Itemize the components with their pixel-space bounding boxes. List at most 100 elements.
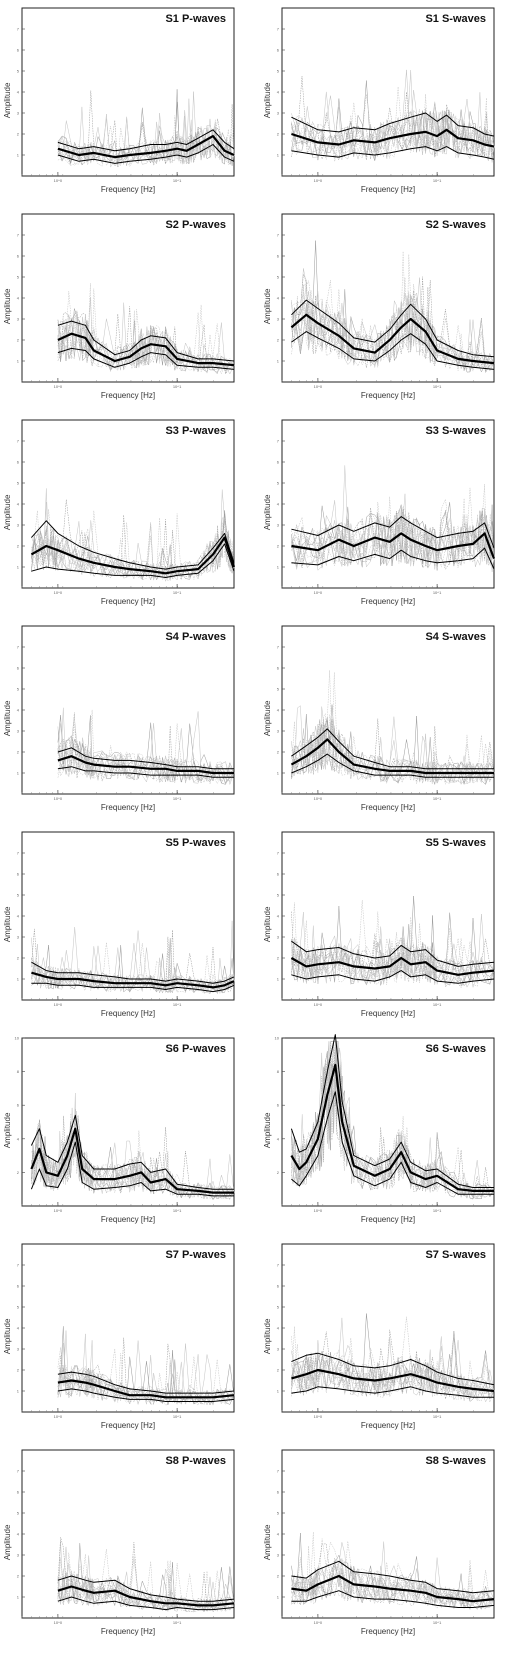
x-axis-label: Frequency [Hz] xyxy=(101,1421,155,1430)
x-tick-label: 10^0 xyxy=(314,1620,323,1625)
y-tick-label: 2 xyxy=(17,956,20,961)
y-tick-label: 4 xyxy=(17,1532,20,1537)
x-axis-label: Frequency [Hz] xyxy=(101,597,155,606)
x-tick-label: 10^1 xyxy=(433,1002,442,1007)
trace-line xyxy=(57,707,235,784)
series-line-mean xyxy=(30,1127,234,1194)
y-tick-label: 3 xyxy=(277,111,280,116)
series-line-upper xyxy=(31,520,235,570)
x-tick-label: 10^1 xyxy=(173,796,182,801)
y-tick-label: 4 xyxy=(277,296,280,301)
y-tick-label: 2 xyxy=(17,1574,20,1579)
trace-line xyxy=(57,1343,235,1405)
trace-line xyxy=(57,1568,235,1613)
y-tick-label: 7 xyxy=(277,27,280,32)
series-line-mean xyxy=(290,956,495,976)
x-tick-label: 10^0 xyxy=(314,1414,323,1419)
y-tick-label: 4 xyxy=(17,1136,20,1141)
chart-svg: 1 2 3 4 5 6 7 10^0 10^1 S1 P-waves Frequency [Hz] A… xyxy=(3,7,235,194)
trace-line xyxy=(291,287,495,371)
chart-title: S2 S-waves xyxy=(425,219,486,231)
x-axis-label: Frequency [Hz] xyxy=(361,803,415,812)
trace-line xyxy=(57,736,235,782)
y-tick-label: 6 xyxy=(277,1284,280,1289)
y-tick-label: 4 xyxy=(17,296,20,301)
chart-title: S3 P-waves xyxy=(165,425,226,437)
plot-frame xyxy=(21,1243,235,1413)
chart-svg: 1 2 3 4 5 6 7 10^0 10^1 S4 S-waves Frequency [Hz] A… xyxy=(263,625,495,812)
trace-line xyxy=(291,900,495,986)
series-line-mean xyxy=(291,1574,495,1603)
series-line-upper xyxy=(291,299,495,358)
series-line-upper xyxy=(57,129,235,152)
series-line-lower xyxy=(291,970,495,984)
x-axis-label: Frequency [Hz] xyxy=(361,597,415,606)
series-line-lower xyxy=(291,331,495,370)
trace-line xyxy=(291,507,495,570)
y-tick-label: 2 xyxy=(277,1368,280,1373)
y-tick-label: 4 xyxy=(277,502,280,507)
x-tick-label: 10^0 xyxy=(314,1002,323,1007)
trace-line xyxy=(291,1041,495,1198)
trace-line xyxy=(31,920,235,994)
y-tick-label: 4 xyxy=(17,502,20,507)
trace-line xyxy=(291,86,495,162)
y-tick-label: 5 xyxy=(17,893,20,898)
trace-line xyxy=(291,507,495,568)
y-tick-label: 5 xyxy=(277,481,280,486)
y-tick-label: 6 xyxy=(17,666,20,671)
y-tick-label: 7 xyxy=(17,645,20,650)
y-axis-label: Amplitude xyxy=(263,1318,272,1354)
y-tick-label: 1 xyxy=(17,1389,20,1394)
trace-line xyxy=(57,291,235,371)
y-tick-label: 8 xyxy=(17,1069,20,1074)
y-tick-label: 4 xyxy=(277,708,280,713)
x-tick-label: 10^0 xyxy=(54,1208,63,1213)
x-tick-label: 10^1 xyxy=(173,1002,182,1007)
trace-line xyxy=(31,488,235,581)
trace-line xyxy=(291,1336,495,1403)
trace-line xyxy=(57,1543,235,1611)
y-tick-label: 4 xyxy=(17,708,20,713)
y-tick-label: 4 xyxy=(17,1326,20,1331)
y-tick-label: 4 xyxy=(17,90,20,95)
series-line-lower xyxy=(57,144,235,164)
series-line-upper xyxy=(57,1575,235,1602)
series-line-lower xyxy=(31,543,235,578)
y-tick-label: 7 xyxy=(17,233,20,238)
x-tick-label: 10^0 xyxy=(54,384,63,389)
series-line-upper xyxy=(291,516,495,549)
y-tick-label: 1 xyxy=(17,977,20,982)
trace-line xyxy=(57,311,235,375)
y-axis-label: Amplitude xyxy=(263,1524,272,1560)
series-line-mean xyxy=(291,1368,495,1393)
y-tick-label: 5 xyxy=(277,893,280,898)
trace-line xyxy=(291,706,495,782)
x-tick-label: 10^1 xyxy=(173,590,182,595)
y-tick-label: 6 xyxy=(17,460,20,465)
y-tick-label: 6 xyxy=(17,1284,20,1289)
y-tick-label: 5 xyxy=(17,687,20,692)
trace-line xyxy=(291,500,495,569)
x-tick-label: 10^1 xyxy=(433,384,442,389)
x-tick-label: 10^0 xyxy=(54,178,63,183)
trace-line xyxy=(291,713,495,785)
trace-line xyxy=(291,714,495,785)
y-tick-label: 7 xyxy=(277,1469,280,1474)
y-tick-label: 6 xyxy=(17,1103,20,1108)
series-line-upper xyxy=(31,961,235,984)
x-tick-label: 10^1 xyxy=(433,590,442,595)
chart-title: S5 P-waves xyxy=(165,837,226,849)
x-tick-label: 10^1 xyxy=(173,178,182,183)
x-tick-label: 10^1 xyxy=(173,1208,182,1213)
y-tick-label: 2 xyxy=(17,1170,20,1175)
trace-line xyxy=(291,725,495,785)
x-tick-label: 10^1 xyxy=(173,1620,182,1625)
y-tick-label: 2 xyxy=(277,132,280,137)
trace-line xyxy=(31,928,235,994)
trace-line xyxy=(291,719,495,785)
y-tick-label: 8 xyxy=(277,1069,280,1074)
y-tick-label: 4 xyxy=(17,914,20,919)
chart-title: S4 P-waves xyxy=(165,631,226,643)
y-tick-label: 5 xyxy=(277,1305,280,1310)
